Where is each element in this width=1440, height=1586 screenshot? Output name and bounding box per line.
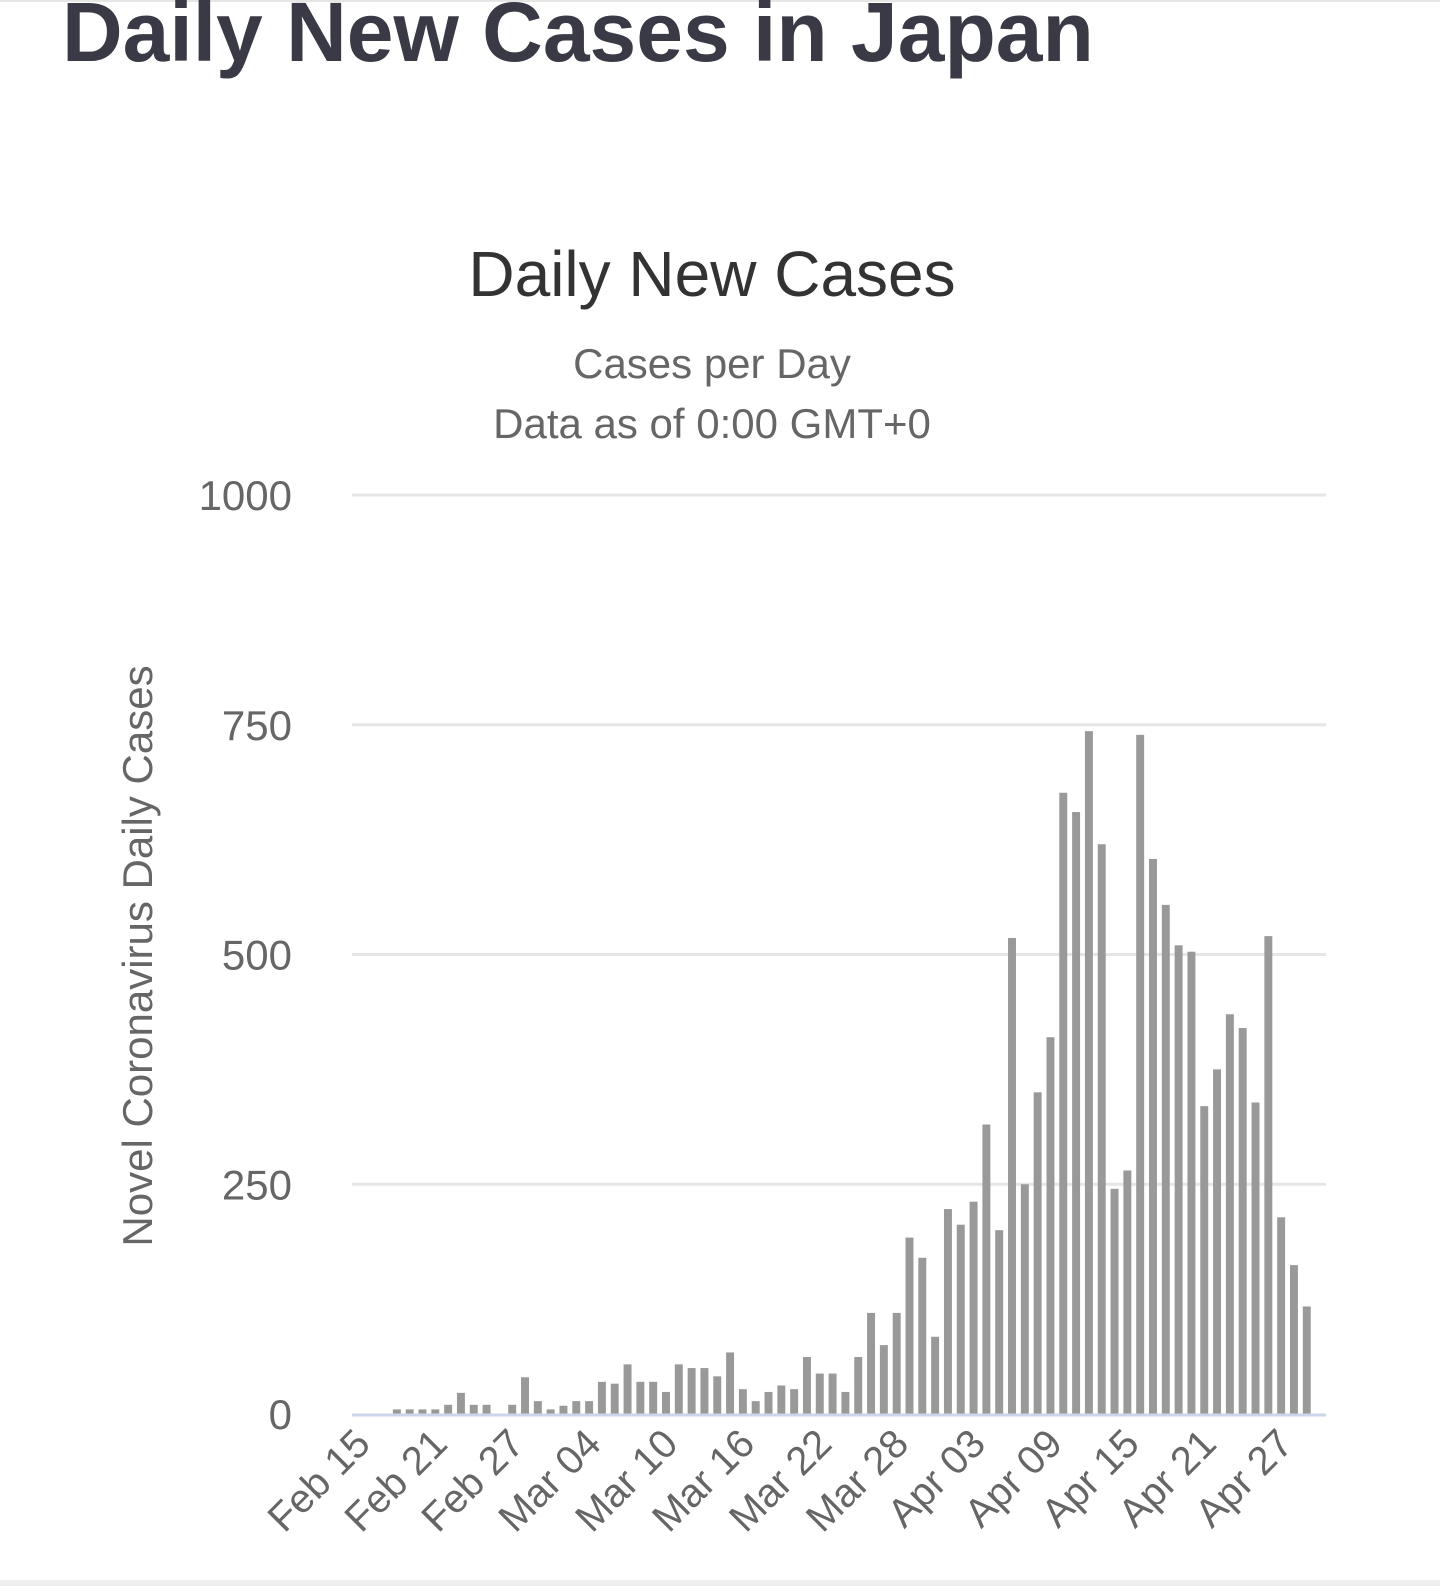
bar (597, 1381, 606, 1414)
bar (1097, 844, 1106, 1414)
bar (726, 1352, 735, 1414)
bar (431, 1409, 440, 1414)
bar (995, 1230, 1004, 1414)
bar (456, 1392, 465, 1414)
bar (649, 1381, 658, 1414)
bar (1264, 936, 1273, 1414)
bar (879, 1345, 888, 1414)
bar (1200, 1106, 1209, 1414)
bar (892, 1312, 901, 1414)
bar (751, 1401, 760, 1414)
bar (482, 1404, 491, 1414)
bar (1084, 731, 1093, 1414)
page-title: Daily New Cases in Japan (62, 0, 1094, 79)
bar (418, 1409, 427, 1414)
bar (969, 1201, 978, 1414)
chart-title: Daily New Cases (468, 238, 955, 310)
bar (1059, 792, 1068, 1414)
bar (636, 1381, 645, 1414)
bar (867, 1312, 876, 1414)
chart-subtitle-line-1: Cases per Day (573, 340, 851, 387)
bar (392, 1409, 401, 1414)
bar (828, 1373, 837, 1414)
chart-subtitle-line-2: Data as of 0:00 GMT+0 (493, 400, 931, 447)
y-tick-label: 750 (222, 702, 292, 749)
bar (405, 1409, 414, 1414)
bar (585, 1401, 594, 1414)
bar (1225, 1014, 1234, 1414)
bar (1123, 1170, 1132, 1414)
bar (521, 1377, 529, 1414)
bottom-border (0, 1580, 1440, 1586)
bar (1238, 1028, 1247, 1414)
bar (1046, 1037, 1055, 1414)
bar (444, 1404, 453, 1414)
bar (790, 1389, 799, 1414)
y-axis-label: Novel Coronavirus Daily Cases (114, 665, 161, 1246)
bar (687, 1368, 696, 1414)
bar (1302, 1306, 1311, 1414)
bar (1136, 734, 1145, 1414)
bar (1149, 858, 1157, 1414)
bar (546, 1409, 555, 1414)
bar (854, 1357, 863, 1414)
bar (1020, 1184, 1029, 1414)
top-border (0, 0, 1440, 2)
bar (559, 1405, 568, 1414)
y-tick-label: 500 (222, 932, 292, 979)
bar (508, 1404, 517, 1414)
bar (738, 1389, 747, 1414)
bar (1277, 1217, 1286, 1414)
bar (841, 1391, 850, 1414)
bar (1033, 1092, 1042, 1414)
bar (777, 1385, 786, 1414)
bar (610, 1383, 619, 1414)
bar (1251, 1102, 1260, 1414)
y-tick-label: 250 (222, 1161, 292, 1208)
bar (982, 1124, 991, 1414)
bar (1289, 1265, 1298, 1414)
bar (572, 1401, 581, 1414)
bar (931, 1336, 940, 1414)
bar (802, 1357, 811, 1414)
bar (623, 1364, 632, 1414)
bar (713, 1376, 722, 1414)
bar (905, 1237, 914, 1414)
bar (764, 1391, 773, 1414)
bar (662, 1391, 670, 1414)
bar (1008, 937, 1016, 1414)
bar (674, 1364, 683, 1414)
y-tick-label: 0 (269, 1391, 292, 1438)
y-axis-ticks: 0 250 500 750 1000 (199, 472, 292, 1438)
bar (700, 1368, 709, 1414)
bar (1161, 904, 1170, 1414)
bar (1174, 945, 1183, 1414)
bar (1072, 812, 1081, 1414)
bar (956, 1224, 965, 1414)
bar (943, 1209, 952, 1414)
bars (392, 731, 1311, 1415)
bar (469, 1404, 478, 1414)
y-tick-label: 1000 (199, 472, 292, 519)
bar (918, 1257, 927, 1414)
bar (1110, 1188, 1119, 1414)
bar (1187, 951, 1196, 1414)
bar (533, 1401, 542, 1414)
bar (1213, 1069, 1222, 1415)
bar (815, 1373, 824, 1414)
